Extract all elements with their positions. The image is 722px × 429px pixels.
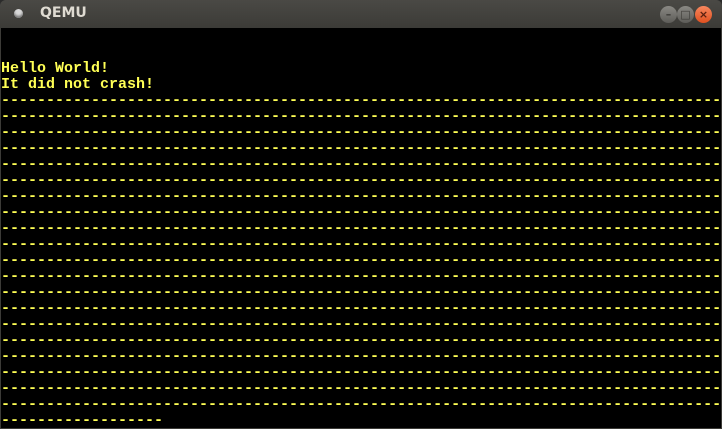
screen-line: ------------------: [1, 412, 164, 429]
screen-line: ----------------------------------------…: [1, 188, 722, 205]
screen-line: ----------------------------------------…: [1, 140, 722, 157]
screen-line: ----------------------------------------…: [1, 380, 722, 397]
close-button[interactable]: ×: [695, 6, 712, 23]
screen-line: ----------------------------------------…: [1, 364, 722, 381]
screen-line: ----------------------------------------…: [1, 284, 722, 301]
screen-line: ----------------------------------------…: [1, 156, 722, 173]
screen-line: ----------------------------------------…: [1, 220, 722, 237]
screen-line: ----------------------------------------…: [1, 300, 722, 317]
screen-line: ----------------------------------------…: [1, 348, 722, 365]
screen-line: ----------------------------------------…: [1, 236, 722, 253]
screen-line: [1, 28, 721, 44]
vga-text-screen[interactable]: Hello World! It did not crash! -----------…: [1, 28, 722, 429]
screen-line: ----------------------------------------…: [1, 396, 722, 413]
screen-line: ----------------------------------------…: [1, 92, 722, 109]
screen-line: ----------------------------------------…: [1, 124, 722, 141]
screen-line: ----------------------------------------…: [1, 204, 722, 221]
maximize-button[interactable]: □: [677, 6, 694, 23]
screen-line: Hello World!: [1, 60, 110, 77]
window-title: QEMU: [40, 5, 87, 21]
title-bar[interactable]: QEMU – □ ×: [0, 0, 722, 28]
app-menu-icon[interactable]: [14, 9, 23, 18]
screen-line: ----------------------------------------…: [1, 268, 722, 285]
screen-line: ----------------------------------------…: [1, 172, 722, 189]
screen-line: It did not crash!: [1, 76, 155, 93]
screen-line: ----------------------------------------…: [1, 332, 722, 349]
minimize-button[interactable]: –: [660, 6, 677, 23]
screen-line: ----------------------------------------…: [1, 252, 722, 269]
screen-line: [1, 44, 721, 60]
screen-line: ----------------------------------------…: [1, 108, 722, 125]
screen-line: ----------------------------------------…: [1, 316, 722, 333]
